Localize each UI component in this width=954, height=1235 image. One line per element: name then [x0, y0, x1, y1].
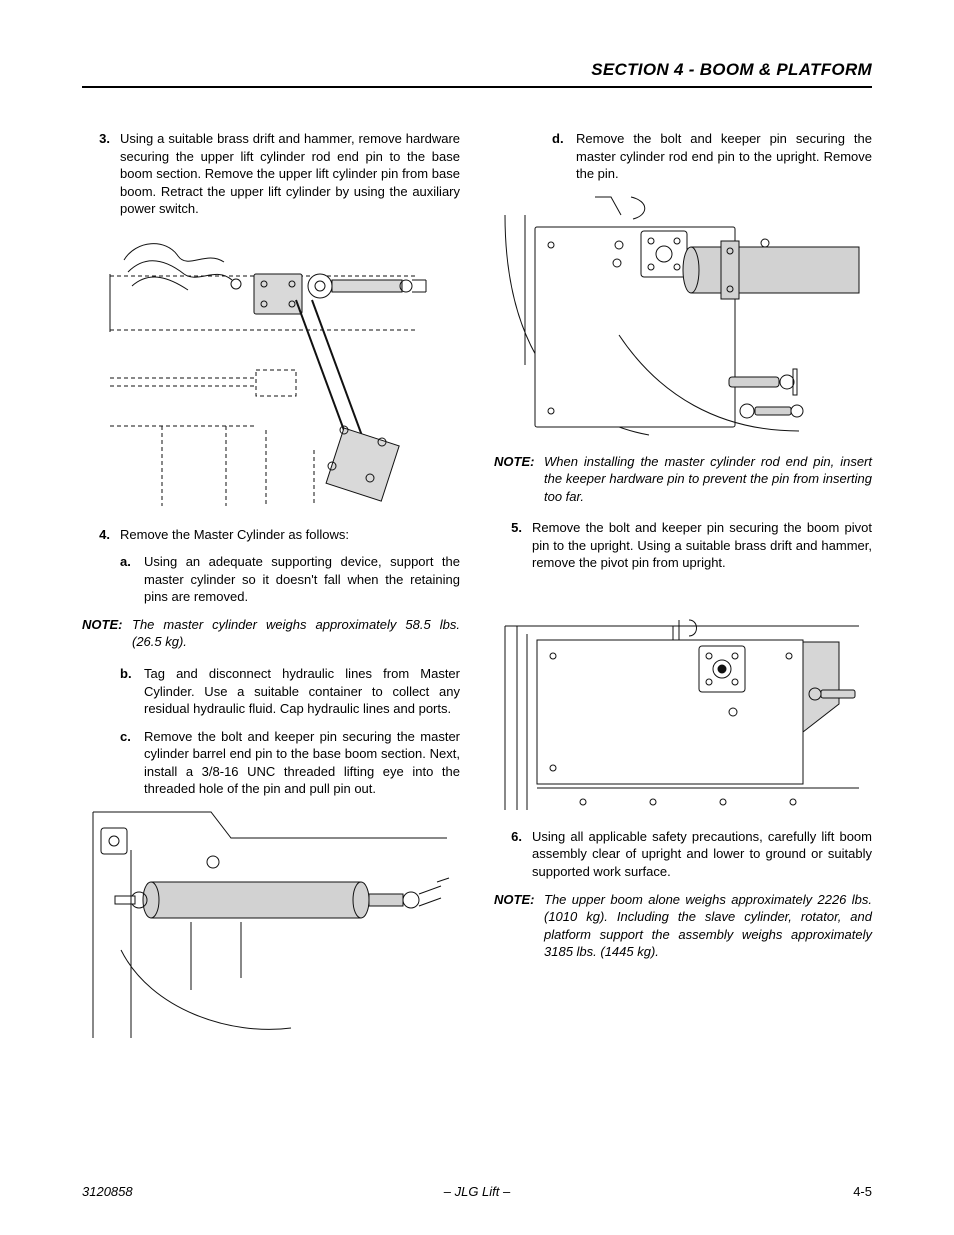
right-column: d. Remove the bolt and keeper pin securi… [494, 130, 872, 1056]
note-install-rod-end: NOTE: When installing the master cylinde… [494, 453, 872, 506]
substep-text: Remove the bolt and keeper pin securing … [576, 130, 872, 183]
substep-letter: d. [552, 130, 576, 183]
note-label: NOTE: [494, 891, 544, 961]
step-text: Using a suitable brass drift and hammer,… [120, 130, 460, 218]
step-number: 6. [494, 828, 532, 881]
step-text: Remove the bolt and keeper pin securing … [532, 519, 872, 572]
step-3: 3. Using a suitable brass drift and hamm… [82, 130, 460, 218]
step-text: Remove the Master Cylinder as follows: [120, 526, 460, 544]
substep-text: Remove the bolt and keeper pin securing … [144, 728, 460, 798]
substep-a: a. Using an adequate supporting device, … [120, 553, 460, 606]
note-text: When installing the master cylinder rod … [544, 453, 872, 506]
note-label: NOTE: [82, 616, 132, 651]
figure-boom-pivot [503, 612, 863, 812]
figure-rod-end-upright [499, 195, 867, 437]
step-5: 5. Remove the bolt and keeper pin securi… [494, 519, 872, 572]
substep-d: d. Remove the bolt and keeper pin securi… [552, 130, 872, 183]
step-number: 3. [82, 130, 120, 218]
footer-center: – JLG Lift – [82, 1184, 872, 1199]
note-upper-boom-weight: NOTE: The upper boom alone weighs approx… [494, 891, 872, 961]
left-column: 3. Using a suitable brass drift and hamm… [82, 130, 460, 1056]
page: SECTION 4 - BOOM & PLATFORM 3. Using a s… [0, 0, 954, 1235]
note-text: The master cylinder weighs approximately… [132, 616, 460, 651]
substep-letter: c. [120, 728, 144, 798]
step-number: 4. [82, 526, 120, 544]
note-label: NOTE: [494, 453, 544, 506]
step-number: 5. [494, 519, 532, 572]
substep-letter: b. [120, 665, 144, 718]
step-text: Using all applicable safety precautions,… [532, 828, 872, 881]
figure-master-cylinder-barrel [91, 810, 451, 1040]
substep-c: c. Remove the bolt and keeper pin securi… [120, 728, 460, 798]
two-column-layout: 3. Using a suitable brass drift and hamm… [82, 130, 872, 1056]
note-text: The upper boom alone weighs approximatel… [544, 891, 872, 961]
section-header: SECTION 4 - BOOM & PLATFORM [82, 60, 872, 88]
substep-b: b. Tag and disconnect hydraulic lines fr… [120, 665, 460, 718]
note-master-cylinder-weight: NOTE: The master cylinder weighs approxi… [82, 616, 460, 651]
step-6: 6. Using all applicable safety precautio… [494, 828, 872, 881]
substep-letter: a. [120, 553, 144, 606]
substep-text: Using an adequate supporting device, sup… [144, 553, 460, 606]
page-footer: 3120858 – JLG Lift – 4-5 [82, 1184, 872, 1199]
figure-cylinder-removal [106, 230, 436, 510]
step-4: 4. Remove the Master Cylinder as follows… [82, 526, 460, 544]
substep-text: Tag and disconnect hydraulic lines from … [144, 665, 460, 718]
